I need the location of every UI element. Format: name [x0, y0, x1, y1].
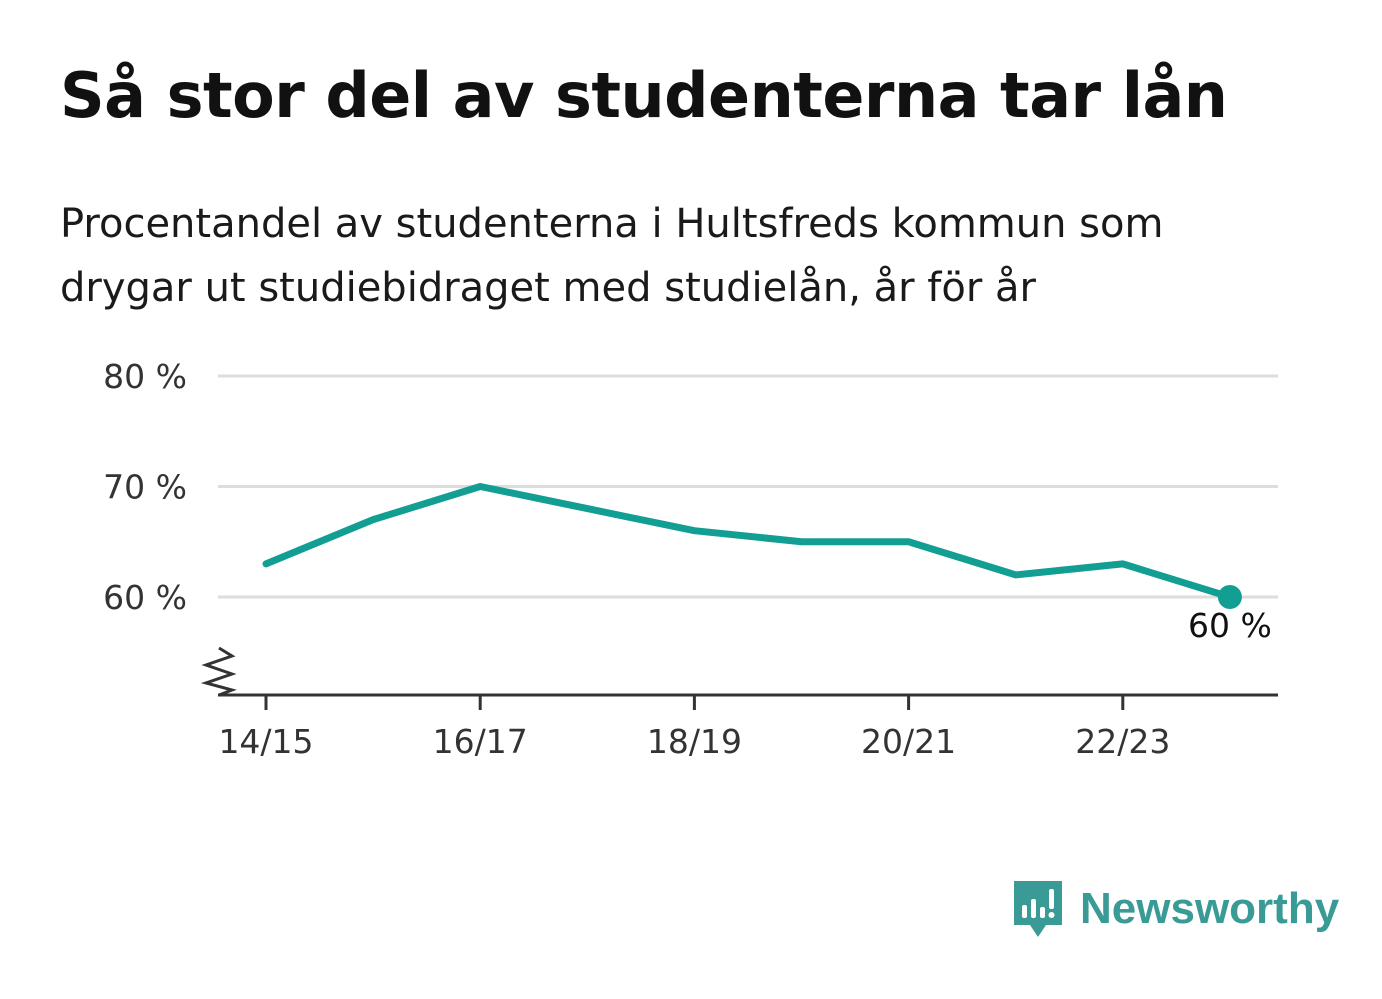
y-tick-label: 80 %: [103, 357, 187, 396]
chart-subtitle: Procentandel av studenterna i Hultsfreds…: [60, 201, 1164, 311]
brand-name: Newsworthy: [1080, 884, 1340, 933]
end-point-marker: [1217, 585, 1242, 609]
x-tick-label: 22/23: [1075, 722, 1170, 761]
x-tick-label: 14/15: [218, 722, 313, 761]
x-axis: [200, 646, 1278, 710]
y-axis-labels: 60 % 70 % 80 %: [103, 357, 187, 617]
end-value-label: 60 %: [1188, 606, 1272, 645]
brand-logo: Newsworthy: [1010, 876, 1339, 942]
axis-break-mark: [200, 646, 237, 697]
x-tick-label: 18/19: [647, 722, 742, 761]
x-tick-label: 20/21: [861, 722, 956, 761]
chart-title: Så stor del av studenterna tar lån: [60, 59, 1228, 132]
y-tick-label: 60 %: [103, 578, 187, 617]
newsworthy-logo-icon: [1014, 881, 1062, 937]
line-chart: 60 % 70 % 80 % 14/15 16/17 18/19 20/21 22/23 6…: [103, 357, 1278, 761]
x-tick-label: 16/17: [433, 722, 528, 761]
series-line: [262, 483, 1234, 601]
y-tick-label: 70 %: [103, 468, 187, 507]
x-axis-labels: 14/15 16/17 18/19 20/21 22/23: [218, 722, 1170, 761]
series: 60 %: [262, 483, 1272, 645]
gridlines: [218, 374, 1278, 599]
